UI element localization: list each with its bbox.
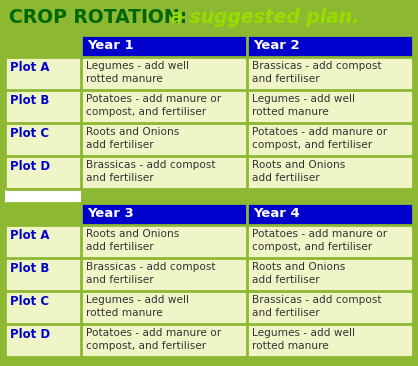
Text: Year 1: Year 1 bbox=[87, 39, 134, 52]
Text: Potatoes - add manure or
compost, and fertiliser: Potatoes - add manure or compost, and fe… bbox=[252, 229, 387, 252]
Text: Brassicas - add compost
and fertiliser: Brassicas - add compost and fertiliser bbox=[252, 295, 382, 318]
Text: Plot B: Plot B bbox=[10, 94, 49, 107]
Bar bbox=[5, 225, 81, 258]
Text: Legumes - add well
rotted manure: Legumes - add well rotted manure bbox=[252, 328, 355, 351]
Bar bbox=[247, 258, 413, 291]
Bar bbox=[247, 324, 413, 357]
Text: Plot B: Plot B bbox=[10, 262, 49, 275]
Bar bbox=[247, 291, 413, 324]
Text: Legumes - add well
rotted manure: Legumes - add well rotted manure bbox=[252, 94, 355, 117]
Bar bbox=[5, 203, 81, 225]
Text: Potatoes - add manure or
compost, and fertiliser: Potatoes - add manure or compost, and fe… bbox=[86, 328, 221, 351]
Text: Brassicas - add compost
and fertiliser: Brassicas - add compost and fertiliser bbox=[252, 61, 382, 84]
Bar bbox=[81, 57, 247, 90]
Bar bbox=[247, 225, 413, 258]
Bar bbox=[5, 324, 81, 357]
Bar bbox=[81, 123, 247, 156]
Text: Year 4: Year 4 bbox=[253, 207, 300, 220]
Bar bbox=[81, 90, 247, 123]
Text: CROP ROTATION:: CROP ROTATION: bbox=[9, 8, 187, 27]
Text: Legumes - add well
rotted manure: Legumes - add well rotted manure bbox=[86, 295, 189, 318]
Text: Legumes - add well
rotted manure: Legumes - add well rotted manure bbox=[86, 61, 189, 84]
Text: Year 2: Year 2 bbox=[253, 39, 300, 52]
Text: Brassicas - add compost
and fertiliser: Brassicas - add compost and fertiliser bbox=[86, 262, 216, 285]
Text: Potatoes - add manure or
compost, and fertiliser: Potatoes - add manure or compost, and fe… bbox=[86, 94, 221, 117]
Bar bbox=[5, 156, 81, 189]
Text: Potatoes - add manure or
compost, and fertiliser: Potatoes - add manure or compost, and fe… bbox=[252, 127, 387, 150]
Text: Plot A: Plot A bbox=[10, 229, 49, 242]
Bar bbox=[247, 156, 413, 189]
Bar bbox=[5, 90, 81, 123]
Bar bbox=[81, 324, 247, 357]
Bar bbox=[5, 258, 81, 291]
Text: Year 3: Year 3 bbox=[87, 207, 134, 220]
Bar bbox=[247, 90, 413, 123]
Bar bbox=[5, 123, 81, 156]
Bar bbox=[81, 189, 413, 203]
Text: Roots and Onions
add fertiliser: Roots and Onions add fertiliser bbox=[252, 160, 345, 183]
Bar bbox=[81, 225, 247, 258]
Text: Plot D: Plot D bbox=[10, 160, 50, 173]
Bar bbox=[5, 57, 81, 90]
Text: Plot C: Plot C bbox=[10, 295, 49, 308]
Bar bbox=[247, 123, 413, 156]
Text: Plot D: Plot D bbox=[10, 328, 50, 341]
Text: Brassicas - add compost
and fertiliser: Brassicas - add compost and fertiliser bbox=[86, 160, 216, 183]
Bar bbox=[247, 57, 413, 90]
Bar bbox=[5, 291, 81, 324]
Bar bbox=[81, 291, 247, 324]
Bar bbox=[81, 258, 247, 291]
Text: Roots and Onions
add fertiliser: Roots and Onions add fertiliser bbox=[86, 127, 179, 150]
Text: a suggested plan.: a suggested plan. bbox=[164, 8, 359, 27]
Text: Roots and Onions
add fertiliser: Roots and Onions add fertiliser bbox=[86, 229, 179, 252]
Text: Roots and Onions
add fertiliser: Roots and Onions add fertiliser bbox=[252, 262, 345, 285]
Text: Plot A: Plot A bbox=[10, 61, 49, 74]
Text: Plot C: Plot C bbox=[10, 127, 49, 140]
Bar bbox=[81, 35, 247, 57]
Bar bbox=[247, 35, 413, 57]
Bar bbox=[81, 156, 247, 189]
Bar bbox=[5, 189, 81, 203]
Bar bbox=[5, 35, 81, 57]
Bar bbox=[247, 203, 413, 225]
Bar bbox=[81, 203, 247, 225]
